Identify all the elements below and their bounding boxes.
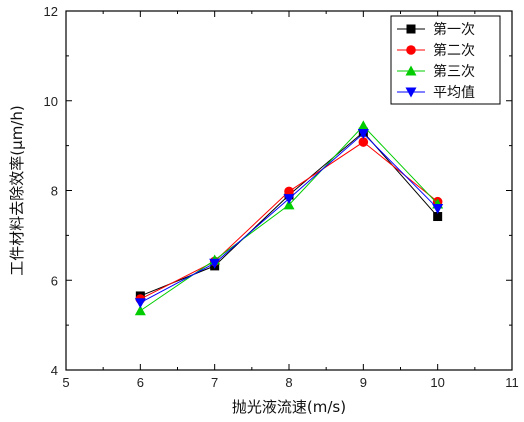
x-tick-label: 5 <box>62 375 69 390</box>
legend-item: 第一次 <box>397 21 475 38</box>
legend-marker <box>406 45 416 55</box>
legend-label: 第三次 <box>433 63 475 80</box>
legend-label: 平均值 <box>433 85 475 101</box>
y-tick-label: 10 <box>44 94 58 109</box>
y-tick-label: 4 <box>51 363 58 378</box>
x-tick-label: 8 <box>285 375 292 390</box>
y-tick-label: 8 <box>51 184 58 199</box>
data-point <box>283 199 295 210</box>
data-point <box>357 120 369 131</box>
data-point <box>134 305 146 316</box>
series-4 <box>134 129 444 309</box>
data-point <box>284 186 294 197</box>
legend-marker <box>405 87 417 98</box>
y-axis-title: 工件材料去除效率(μm/h) <box>8 105 26 275</box>
data-point <box>432 203 444 214</box>
data-point <box>283 194 295 205</box>
y-tick-label: 12 <box>44 4 58 19</box>
data-point <box>357 129 369 140</box>
x-tick-label: 9 <box>360 375 367 390</box>
x-tick-label: 11 <box>505 375 519 390</box>
data-point <box>433 212 443 222</box>
legend-marker <box>406 24 416 34</box>
x-tick-label: 10 <box>430 375 444 390</box>
series-line <box>140 141 438 300</box>
legend-item: 第三次 <box>397 63 475 80</box>
series-1 <box>135 127 443 301</box>
series-3 <box>134 120 444 316</box>
data-point <box>209 258 221 269</box>
legend-item: 平均值 <box>397 85 475 101</box>
legend-label: 第二次 <box>433 42 475 59</box>
data-point <box>134 298 146 309</box>
series-line <box>140 132 439 304</box>
data-point <box>358 137 369 147</box>
legend-label: 第一次 <box>433 21 475 38</box>
x-axis-title: 抛光液流速(m/s) <box>232 398 346 416</box>
axes: 5 6 7 8 9 10 11 4 6 8 10 12 <box>44 4 519 390</box>
legend-item: 第二次 <box>397 42 475 59</box>
legend-marker <box>405 65 417 76</box>
y-tick-label: 6 <box>51 273 58 288</box>
series-layer <box>134 120 444 316</box>
x-tick-label: 7 <box>211 375 218 390</box>
x-tick-label: 6 <box>137 375 144 390</box>
series-line <box>140 125 439 312</box>
